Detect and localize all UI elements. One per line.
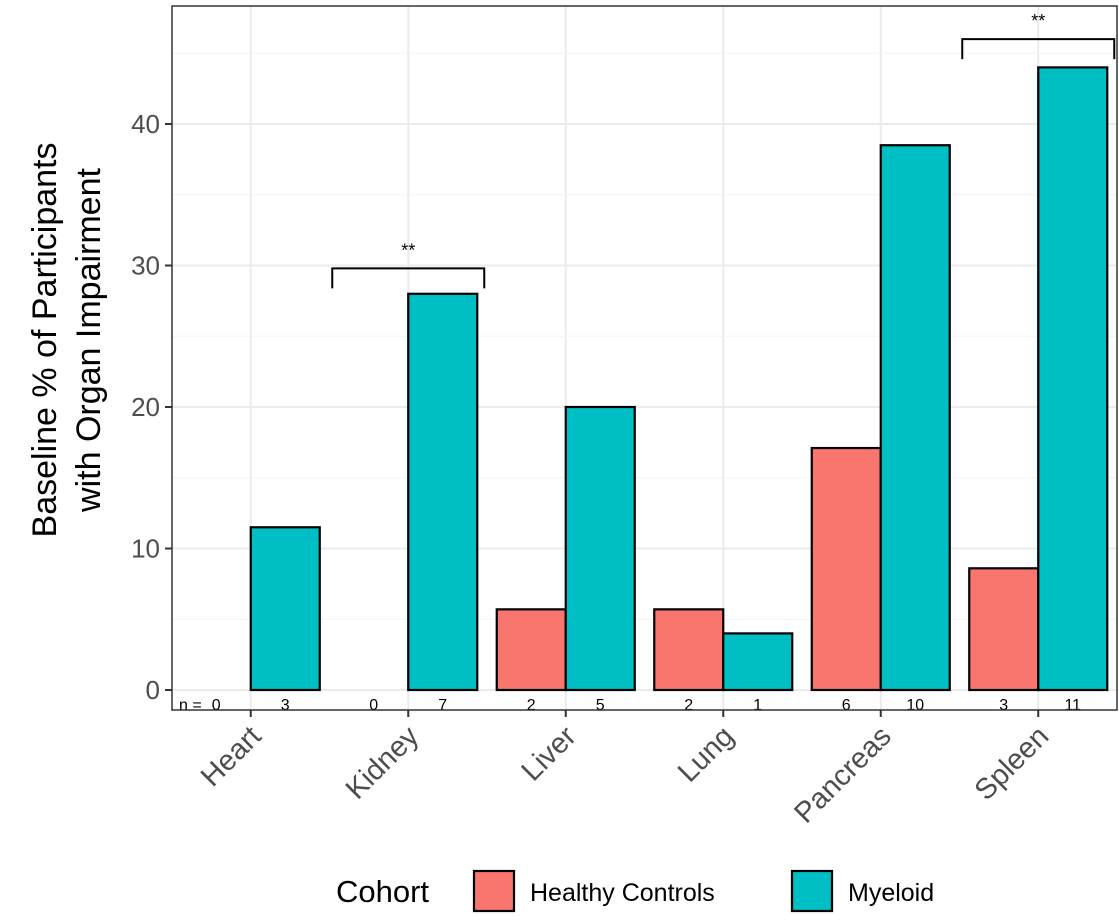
x-tick-label-heart: Heart bbox=[195, 720, 268, 793]
x-tick-label-kidney: Kidney bbox=[340, 720, 426, 806]
y-tick-label: 0 bbox=[146, 675, 160, 705]
x-tick-label-spleen: Spleen bbox=[969, 720, 1055, 806]
legend-key-myeloid bbox=[790, 869, 834, 913]
y-tick-label: 10 bbox=[131, 534, 160, 564]
bar-myeloid-lung bbox=[722, 632, 794, 692]
n-label-pancreas: 10 bbox=[906, 697, 924, 714]
n-label-liver: 2 bbox=[527, 697, 536, 714]
bar-myeloid-spleen bbox=[1037, 66, 1109, 692]
significance-group: ** ** bbox=[331, 11, 1116, 289]
n-label-spleen: 3 bbox=[999, 697, 1008, 714]
x-tick-label-pancreas: Pancreas bbox=[788, 720, 897, 829]
bar-myeloid-kidney bbox=[407, 292, 479, 692]
n-label-liver: 5 bbox=[596, 697, 605, 714]
legend: Cohort Healthy Controls Myeloid bbox=[336, 869, 934, 913]
x-axis: Heart Kidney Liver Lung Pancreas Spleen bbox=[195, 710, 1055, 830]
significance-bracket bbox=[331, 267, 486, 289]
y-tick-label: 20 bbox=[131, 392, 160, 422]
legend-label-myeloid: Myeloid bbox=[848, 879, 934, 907]
panel-border bbox=[171, 5, 1118, 711]
n-label-lung: 2 bbox=[684, 697, 693, 714]
x-tick-label-lung: Lung bbox=[672, 720, 740, 788]
significance-label: ** bbox=[401, 240, 415, 260]
bar-myeloid-pancreas bbox=[879, 144, 951, 692]
bar-healthy-controls-pancreas bbox=[810, 446, 882, 692]
n-label-spleen: 11 bbox=[1064, 697, 1081, 714]
y-axis-title-line: Baseline % of Participants bbox=[26, 143, 64, 538]
bars-group bbox=[249, 66, 1109, 692]
y-axis: 0 10 20 30 40 bbox=[131, 109, 172, 705]
bar-healthy-controls-lung bbox=[653, 608, 725, 692]
y-axis-title: Baseline % of Participants with Organ Imp… bbox=[26, 143, 108, 538]
n-label-kidney: 0 bbox=[369, 697, 378, 714]
bar-myeloid-heart bbox=[249, 526, 321, 692]
n-label-lung: 1 bbox=[753, 697, 762, 714]
bar-myeloid-liver bbox=[564, 405, 636, 692]
n-prefix-label: n = bbox=[179, 697, 202, 714]
n-label-kidney: 7 bbox=[438, 697, 447, 714]
n-label-heart: 0 bbox=[212, 697, 221, 714]
y-tick-label: 30 bbox=[131, 251, 160, 281]
bar-healthy-controls-spleen bbox=[968, 567, 1040, 692]
n-label-heart: 3 bbox=[281, 697, 290, 714]
n-label-pancreas: 6 bbox=[842, 697, 851, 714]
y-axis-title-line: with Organ Impairment bbox=[70, 167, 108, 512]
x-tick-label-liver: Liver bbox=[516, 720, 583, 787]
legend-label-healthy-controls: Healthy Controls bbox=[530, 879, 715, 907]
y-tick-label: 40 bbox=[131, 109, 160, 139]
legend-key-healthy-controls bbox=[472, 869, 516, 913]
legend-title: Cohort bbox=[336, 874, 429, 909]
significance-label: ** bbox=[1031, 11, 1045, 31]
bar-healthy-controls-liver bbox=[495, 608, 567, 692]
significance-bracket bbox=[961, 38, 1116, 60]
